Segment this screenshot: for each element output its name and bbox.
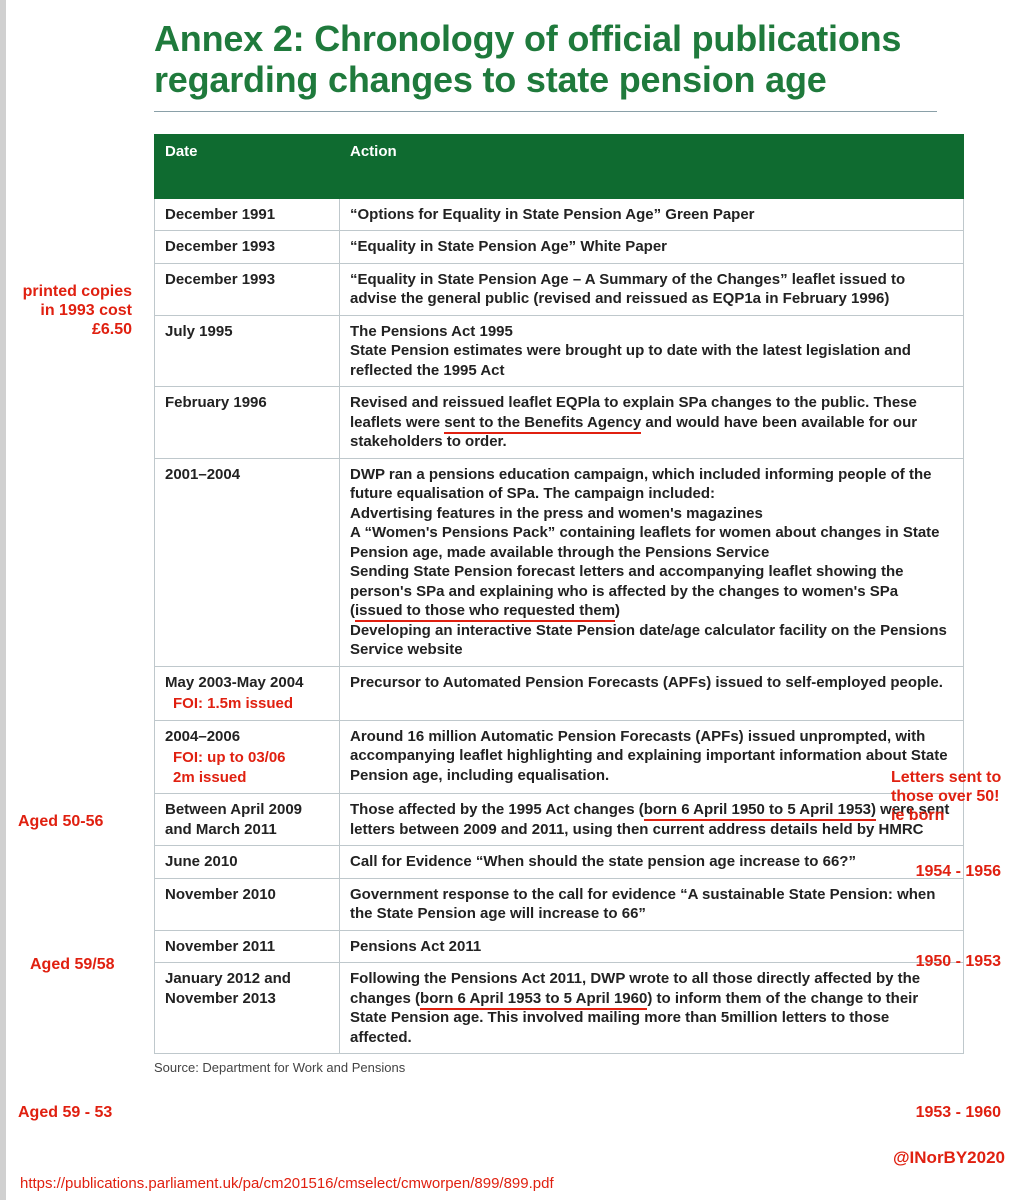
title-rule (154, 111, 937, 112)
table-row: December 1993“Equality in State Pension … (155, 263, 964, 315)
cell-action: “Equality in State Pension Age – A Summa… (340, 263, 964, 315)
table-row: Between April 2009 and March 2011Those a… (155, 794, 964, 846)
twitter-handle: @INorBY2020 (893, 1148, 1005, 1168)
cell-action: Pensions Act 2011 (340, 930, 964, 963)
anno-letters-over-50: Letters sent to those over 50! ie born (891, 768, 1011, 826)
anno-printed-copies: printed copies in 1993 cost £6.50 (20, 282, 132, 340)
chronology-table: Date Action December 1991“Options for Eq… (154, 134, 964, 1055)
anno-1956: 1954 - 1956 (916, 862, 1001, 881)
cell-action: Precursor to Automated Pension Forecasts… (340, 666, 964, 720)
cell-action: Revised and reissued leaflet EQPla to ex… (340, 387, 964, 459)
cell-action: Around 16 million Automatic Pension Fore… (340, 720, 964, 794)
cell-date: 2004–2006FOI: up to 03/062m issued (155, 720, 340, 794)
cell-action: Government response to the call for evid… (340, 878, 964, 930)
cell-action: “Options for Equality in State Pension A… (340, 198, 964, 231)
cell-action: Following the Pensions Act 2011, DWP wro… (340, 963, 964, 1054)
anno-aged-59-58: Aged 59/58 (30, 955, 114, 974)
table-row: December 1993“Equality in State Pension … (155, 231, 964, 264)
foi-annotation: FOI: up to 03/062m issued (173, 748, 329, 787)
cell-action: The Pensions Act 1995State Pension estim… (340, 315, 964, 387)
cell-date: Between April 2009 and March 2011 (155, 794, 340, 846)
cell-date: November 2011 (155, 930, 340, 963)
table-row: November 2011Pensions Act 2011 (155, 930, 964, 963)
cell-action: Those affected by the 1995 Act changes (… (340, 794, 964, 846)
document-pane: Annex 2: Chronology of official publicat… (0, 0, 1015, 1200)
source-link[interactable]: https://publications.parliament.uk/pa/cm… (20, 1175, 554, 1192)
cell-date: July 1995 (155, 315, 340, 387)
cell-date: December 1991 (155, 198, 340, 231)
table-row: July 1995The Pensions Act 1995State Pens… (155, 315, 964, 387)
cell-date: November 2010 (155, 878, 340, 930)
cell-action: Call for Evidence “When should the state… (340, 846, 964, 879)
cell-date: February 1996 (155, 387, 340, 459)
table-row: December 1991“Options for Equality in St… (155, 198, 964, 231)
page-title: Annex 2: Chronology of official publicat… (154, 18, 917, 101)
col-date: Date (155, 134, 340, 198)
table-header-row: Date Action (155, 134, 964, 198)
col-action: Action (340, 134, 964, 198)
cell-date: December 1993 (155, 231, 340, 264)
anno-aged-59-53: Aged 59 - 53 (18, 1103, 112, 1122)
cell-action: “Equality in State Pension Age” White Pa… (340, 231, 964, 264)
table-row: November 2010Government response to the … (155, 878, 964, 930)
table-row: May 2003-May 2004FOI: 1.5m issuedPrecurs… (155, 666, 964, 720)
anno-aged-50-56: Aged 50-56 (18, 812, 103, 831)
cell-date: December 1993 (155, 263, 340, 315)
table-row: January 2012 and November 2013Following … (155, 963, 964, 1054)
page: Annex 2: Chronology of official publicat… (0, 0, 1015, 1200)
cell-date: 2001–2004 (155, 458, 340, 666)
cell-date: January 2012 and November 2013 (155, 963, 340, 1054)
table-row: February 1996Revised and reissued leafle… (155, 387, 964, 459)
foi-annotation: FOI: 1.5m issued (173, 694, 329, 714)
table-row: 2004–2006FOI: up to 03/062m issuedAround… (155, 720, 964, 794)
cell-date: June 2010 (155, 846, 340, 879)
source-line: Source: Department for Work and Pensions (154, 1060, 977, 1075)
anno-1950-1953: 1950 - 1953 (916, 952, 1001, 971)
anno-1953-1960: 1953 - 1960 (916, 1103, 1001, 1122)
table-row: June 2010Call for Evidence “When should … (155, 846, 964, 879)
cell-date: May 2003-May 2004FOI: 1.5m issued (155, 666, 340, 720)
cell-action: DWP ran a pensions education campaign, w… (340, 458, 964, 666)
table-row: 2001–2004DWP ran a pensions education ca… (155, 458, 964, 666)
